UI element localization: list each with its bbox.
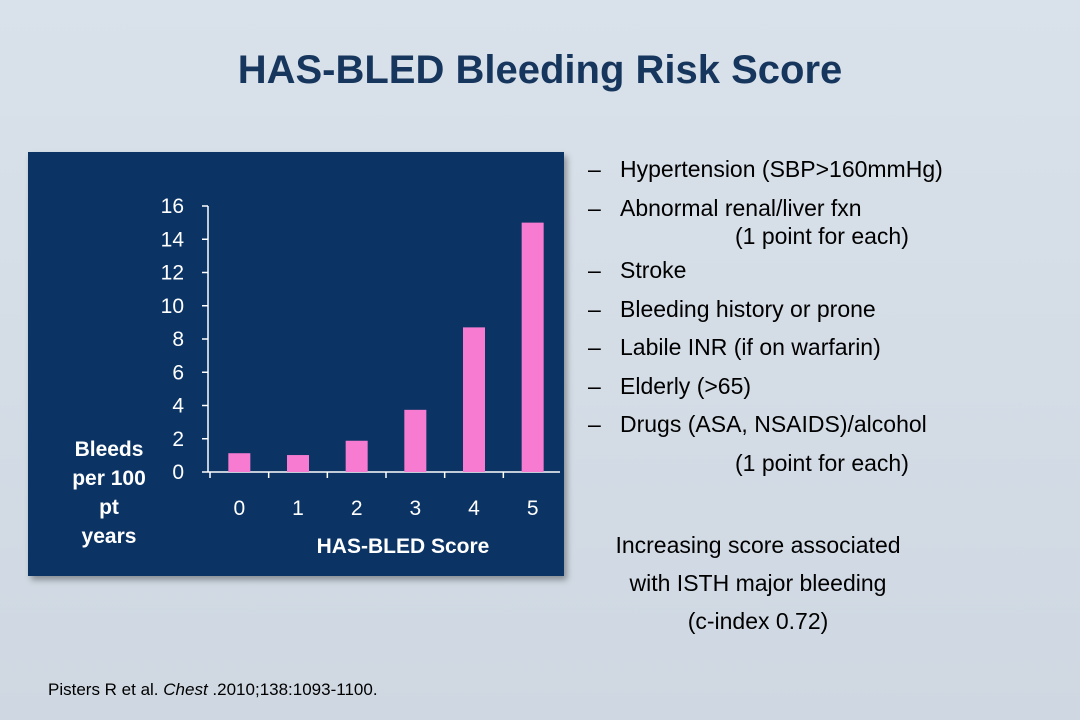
x-tick-label: 2: [351, 497, 363, 520]
citation-details: .2010;138:1093-1100.: [207, 680, 378, 699]
bar: [287, 455, 309, 472]
y-tick-label: 0: [172, 461, 184, 484]
y-tick-label: 14: [161, 228, 185, 251]
criteria-item-elderly: – Elderly (>65): [588, 367, 1068, 406]
criteria-item-labile-inr: – Labile INR (if on warfarin): [588, 328, 1068, 367]
bar: [228, 453, 251, 472]
criteria-text: Bleeding history or prone: [620, 295, 876, 322]
y-tick-label: 6: [172, 361, 184, 384]
criteria-text: Elderly (>65): [620, 372, 752, 399]
criteria-note: (1 point for each): [735, 223, 909, 249]
dash-bullet: –: [588, 411, 601, 437]
criteria-item-renal-liver: – Abnormal renal/liver fxn (1 point for …: [588, 189, 1068, 252]
dash-bullet: –: [588, 372, 601, 399]
y-tick-label: 16: [161, 195, 184, 218]
y-tick-label: 4: [172, 395, 184, 418]
dash-bullet: –: [588, 194, 601, 221]
y-axis-label: Bleeds per 100 pt years: [34, 435, 184, 551]
y-axis-label-line: Bleeds: [74, 438, 144, 461]
y-tick-label: 12: [161, 262, 184, 285]
criteria-item-drugs: – Drugs (ASA, NSAIDS)/alcohol (1 point f…: [588, 405, 1068, 482]
y-axis-label-line: years: [81, 525, 137, 548]
y-tick-label: 8: [172, 328, 184, 351]
y-axis-label-line: pt: [99, 496, 119, 519]
criteria-list: – Hypertension (SBP>160mmHg) – Abnormal …: [588, 150, 1068, 482]
dash-bullet: –: [588, 334, 601, 360]
x-tick-label: 3: [409, 497, 421, 520]
dash-bullet: –: [588, 257, 601, 283]
x-tick-label: 4: [468, 497, 480, 520]
citation-journal: Chest: [163, 680, 208, 699]
bar: [463, 327, 485, 472]
criteria-text: Abnormal renal/liver fxn: [620, 194, 862, 221]
dash-bullet: –: [588, 156, 601, 182]
x-tick-label: 5: [527, 497, 539, 520]
y-tick-label: 2: [172, 428, 184, 451]
slide-title: HAS-BLED Bleeding Risk Score: [237, 48, 843, 92]
criteria-text: Labile INR (if on warfarin): [620, 334, 881, 360]
dash-bullet: –: [588, 295, 601, 322]
x-tick-label: 1: [292, 497, 304, 520]
bar: [404, 409, 427, 472]
y-axis-label-line: per 100: [72, 467, 146, 490]
bar: [345, 440, 368, 472]
criteria-text: Hypertension (SBP>160mmHg): [620, 156, 943, 182]
criteria-text: Drugs (ASA, NSAIDS)/alcohol: [620, 411, 927, 437]
criteria-item-stroke: – Stroke: [588, 251, 1068, 290]
criteria-item-bleeding: – Bleeding history or prone: [588, 290, 1068, 329]
criteria-text: Stroke: [620, 257, 687, 283]
summary-line: with ISTH major bleeding: [629, 570, 887, 596]
summary-line: Increasing score associated: [615, 532, 901, 558]
x-tick-label: 0: [233, 497, 245, 520]
criteria-note: (1 point for each): [735, 449, 909, 476]
summary-text: Increasing score associated with ISTH ma…: [588, 526, 928, 640]
chart-panel: 0 2 4 6 8 10 12 14 16 0 1 2 3 4 5 HAS-BLED Score Bleeds…: [28, 152, 564, 576]
citation-authors: Pisters R et al.: [48, 680, 159, 699]
y-tick-label: 10: [161, 295, 184, 318]
criteria-item-hypertension: – Hypertension (SBP>160mmHg): [588, 150, 1068, 189]
x-axis-label: HAS-BLED Score: [317, 535, 490, 558]
summary-line: (c-index 0.72): [687, 608, 829, 634]
bar: [521, 222, 544, 472]
citation: Pisters R et al. Chest .2010;138:1093-11…: [48, 680, 378, 700]
